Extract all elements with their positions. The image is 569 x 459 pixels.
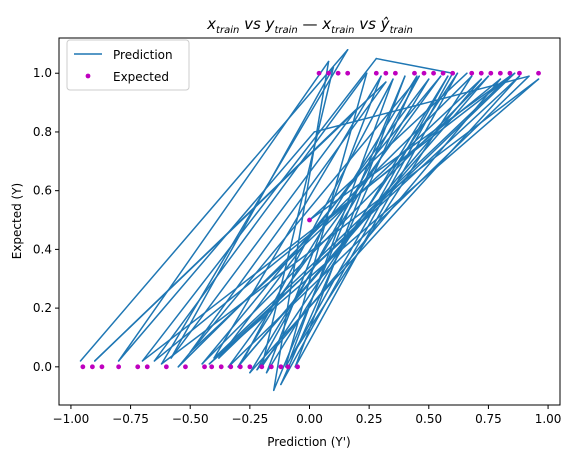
y-axis-label: Expected (Y) <box>10 183 24 260</box>
prediction-line-segment <box>177 75 420 368</box>
x-tick-label: 0.00 <box>296 412 323 426</box>
legend-expected-swatch <box>85 73 91 79</box>
expected-point <box>90 364 95 370</box>
expected-point <box>440 70 446 76</box>
prediction-line-segment <box>213 75 382 359</box>
expected-point <box>507 70 513 76</box>
y-tick-label: 0.4 <box>33 242 52 256</box>
prediction-line-segment <box>117 131 316 362</box>
expected-point <box>116 364 122 370</box>
expected-point <box>488 70 494 76</box>
prediction-line-segment <box>189 81 387 353</box>
x-tick-label: −0.75 <box>112 412 149 426</box>
y-tick-label: 0.6 <box>33 184 52 198</box>
x-axis: −1.00 −0.75 −0.50 −0.25 0.00 0.25 0.50 0.75 1.00 <box>53 405 562 426</box>
prediction-line-segment <box>227 75 442 368</box>
prediction-line-segment <box>308 75 511 221</box>
expected-point <box>163 364 169 370</box>
expected-point <box>469 70 475 76</box>
expected-point <box>278 364 284 370</box>
y-tick-label: 1.0 <box>33 66 52 80</box>
prediction-line-segment <box>272 75 406 392</box>
expected-point <box>209 364 215 370</box>
expected-point <box>99 364 105 370</box>
prediction-line-segment <box>249 75 521 374</box>
expected-point <box>345 70 351 76</box>
prediction-line-segment <box>79 48 349 362</box>
expected-point <box>326 70 331 76</box>
expected-point <box>392 70 398 76</box>
y-axis: 0.0 0.2 0.4 0.6 0.8 1.0 <box>33 66 59 374</box>
expected-point <box>431 70 436 76</box>
expected-point <box>259 364 265 370</box>
chart-title: xtrain vs ytrain — xtrain vs ŷtrain <box>206 15 413 36</box>
prediction-line-segment <box>289 75 473 359</box>
expected-point <box>247 364 253 370</box>
expected-point <box>478 70 484 76</box>
legend-expected-label: Expected <box>113 70 169 84</box>
expected-point <box>517 70 522 76</box>
expected-point <box>80 364 86 370</box>
prediction-line-segment <box>213 75 511 359</box>
x-tick-label: 0.75 <box>475 412 502 426</box>
prediction-line-segment <box>294 72 459 368</box>
prediction-line-segment <box>241 75 490 362</box>
prediction-line-segment <box>265 75 382 374</box>
legend-prediction-label: Prediction <box>113 48 173 62</box>
expected-point <box>536 70 541 76</box>
y-tick-label: 0.2 <box>33 301 52 315</box>
prediction-line-segment <box>208 78 540 365</box>
x-tick-label: −1.00 <box>53 412 90 426</box>
prediction-line-segment <box>153 72 368 362</box>
expected-point <box>450 70 456 76</box>
x-tick-label: 1.00 <box>535 412 562 426</box>
expected-point <box>316 70 322 76</box>
prediction-line-segment <box>237 75 418 368</box>
prediction-line-segment <box>294 75 406 368</box>
prediction-line-segment <box>117 60 330 362</box>
prediction-line-segment <box>272 60 330 392</box>
expected-point <box>144 364 150 370</box>
expected-point <box>307 217 312 223</box>
expected-point <box>383 70 389 76</box>
x-tick-label: −0.25 <box>231 412 268 426</box>
prediction-line-segment <box>289 78 394 359</box>
x-axis-label: Prediction (Y') <box>267 435 350 449</box>
legend-box <box>66 39 190 91</box>
expected-point <box>218 364 224 370</box>
expected-point <box>268 364 274 370</box>
expected-point <box>285 364 291 370</box>
expected-point <box>228 364 234 370</box>
expected-point <box>202 364 207 370</box>
prediction-line-segment <box>201 75 442 365</box>
expected-point <box>373 70 379 76</box>
prediction-line-segment <box>141 57 378 362</box>
expected-point <box>183 364 188 370</box>
plot-area <box>79 48 541 392</box>
expected-point <box>335 70 341 76</box>
prediction-line-segment <box>375 57 454 74</box>
expected-point <box>497 70 503 76</box>
expected-point <box>237 364 243 370</box>
y-tick-label: 0.0 <box>33 360 52 374</box>
prediction-line-segment <box>308 72 468 221</box>
prediction-line-segment <box>265 75 449 374</box>
x-tick-label: 0.25 <box>356 412 383 426</box>
prediction-line-segment <box>280 72 454 386</box>
legend: Prediction Expected <box>66 39 190 91</box>
x-tick-label: −0.50 <box>172 412 209 426</box>
expected-point <box>135 364 141 370</box>
prediction-line-segment <box>284 75 449 368</box>
expected-point <box>421 70 427 76</box>
prediction-line-segment <box>153 78 502 362</box>
prediction-line-segment <box>241 78 394 362</box>
prediction-line-segment <box>170 66 335 359</box>
x-tick-label: 0.50 <box>415 412 442 426</box>
prediction-line-segment <box>170 107 358 359</box>
prediction-line-segment <box>256 75 420 371</box>
expected-point <box>412 70 417 76</box>
expected-point <box>295 364 300 370</box>
y-tick-label: 0.8 <box>33 125 52 139</box>
